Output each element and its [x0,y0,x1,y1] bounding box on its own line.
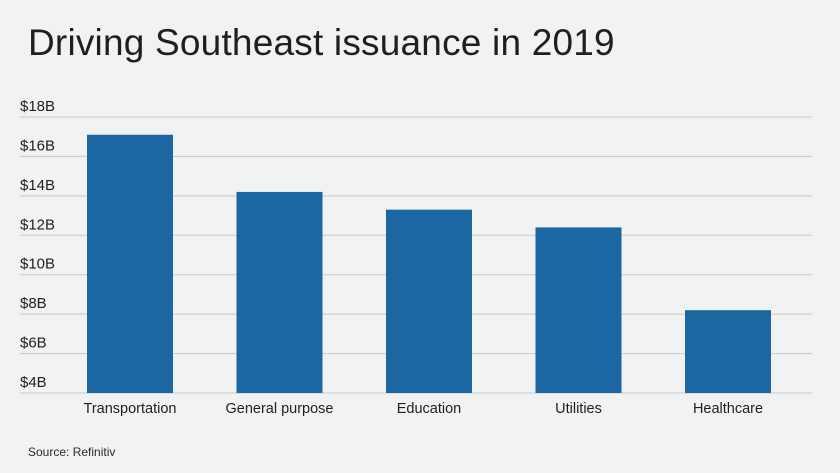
y-tick-label: $14B [20,177,55,194]
bar [236,191,323,393]
bar [87,134,173,393]
x-category-label: Education [397,401,462,417]
y-tick-label: $6B [20,335,47,352]
source-note: Source: Refinitiv [28,445,116,459]
y-tick-label: $18B [20,98,55,115]
chart-title: Driving Southeast issuance in 2019 [28,22,615,63]
x-category-label: General purpose [225,401,333,417]
x-category-label: Transportation [84,401,177,417]
y-axis-tick-labels: $4B $6B $8B $10B $12B $14B $16B $18B [20,98,55,391]
x-category-label: Utilities [555,401,602,417]
y-tick-label: $12B [20,216,55,233]
bar [386,209,472,393]
x-category-label: Healthcare [693,401,763,417]
y-tick-label: $16B [20,137,55,154]
bar [535,227,622,393]
x-axis-category-labels: Transportation General purpose Education Ut… [84,401,764,417]
y-tick-label: $4B [20,374,47,391]
y-tick-label: $10B [20,256,55,273]
y-tick-label: $8B [20,295,47,312]
bar [685,310,771,393]
bars [87,134,771,393]
